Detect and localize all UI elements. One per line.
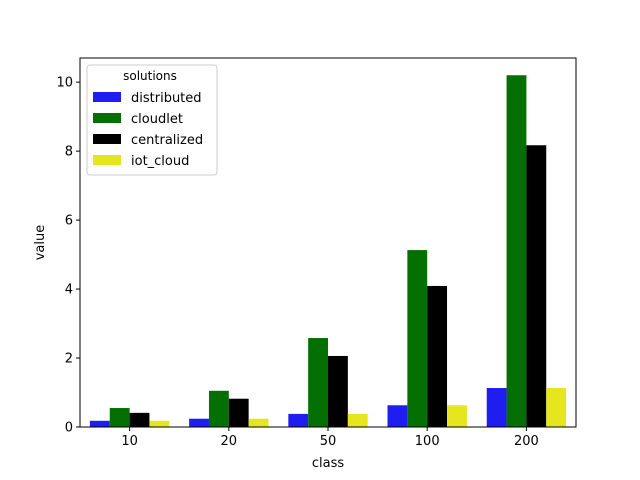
y-tick-label-0: 0 xyxy=(65,421,73,436)
x-tick-label-100: 100 xyxy=(415,434,440,449)
y-tick-label-2: 2 xyxy=(65,352,73,367)
y-axis-label: value xyxy=(33,225,48,261)
legend-label-iot_cloud: iot_cloud xyxy=(131,154,189,169)
y-tick-label-8: 8 xyxy=(65,145,73,160)
x-axis-label: class xyxy=(312,456,344,471)
x-tick-label-50: 50 xyxy=(320,434,337,449)
bar-distributed-50 xyxy=(288,413,309,427)
y-tick-label-4: 4 xyxy=(65,283,73,298)
bar-iot_cloud-100 xyxy=(447,405,467,427)
y-axis: 0 2 4 6 8 10 xyxy=(56,76,80,436)
bar-distributed-20 xyxy=(189,418,209,427)
bar-iot_cloud-10 xyxy=(149,420,170,427)
bar-distributed-100 xyxy=(387,405,408,427)
x-tick-label-200: 200 xyxy=(514,434,539,449)
x-axis: 10 20 50 100 200 xyxy=(121,427,539,449)
legend-title: solutions xyxy=(123,69,177,83)
bars-group xyxy=(89,75,567,428)
bar-iot_cloud-20 xyxy=(248,418,269,427)
legend-swatch-distributed xyxy=(93,92,121,102)
legend-swatch-centralized xyxy=(93,134,121,144)
x-tick-label-20: 20 xyxy=(221,434,238,449)
legend-label-cloudlet: cloudlet xyxy=(131,112,183,127)
legend-label-distributed: distributed xyxy=(131,91,202,106)
bar-distributed-200 xyxy=(486,388,507,427)
bar-centralized-200 xyxy=(526,145,547,427)
y-tick-label-6: 6 xyxy=(65,214,73,229)
bar-cloudlet-200 xyxy=(506,75,527,428)
bar-cloudlet-20 xyxy=(208,390,229,427)
bar-centralized-10 xyxy=(129,412,150,427)
bar-centralized-100 xyxy=(427,285,448,427)
y-tick-label-10: 10 xyxy=(56,76,73,91)
bar-cloudlet-50 xyxy=(308,338,328,427)
bar-cloudlet-100 xyxy=(407,250,428,427)
legend-swatch-iot_cloud xyxy=(93,155,121,165)
x-tick-label-10: 10 xyxy=(121,434,138,449)
bar-centralized-20 xyxy=(228,398,249,427)
bar-cloudlet-10 xyxy=(109,408,130,427)
legend: solutions distributed cloudlet centralized… xyxy=(86,64,218,176)
bar-iot_cloud-200 xyxy=(546,388,567,427)
legend-label-centralized: centralized xyxy=(131,133,203,148)
bar-iot_cloud-50 xyxy=(347,413,368,427)
bar-centralized-50 xyxy=(328,355,348,427)
bar-distributed-10 xyxy=(89,420,110,427)
legend-swatch-cloudlet xyxy=(93,113,121,123)
